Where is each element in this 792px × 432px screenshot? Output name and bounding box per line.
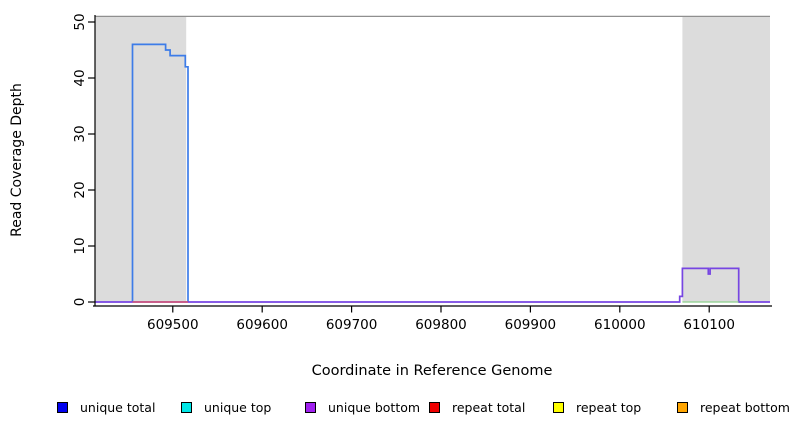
color-swatch: [429, 402, 440, 413]
x-tick-label: 609600: [236, 317, 288, 333]
legend: unique total unique top unique bottom repea…: [0, 400, 792, 420]
legend-label: unique total: [80, 400, 156, 415]
color-swatch: [181, 402, 192, 413]
y-axis-title: Read Coverage Depth: [9, 83, 25, 237]
legend-label: repeat bottom: [700, 400, 790, 415]
legend-item-repeat-top: repeat top: [553, 400, 641, 415]
y-tick-label: 10: [72, 237, 88, 254]
x-tick-label: 609900: [505, 317, 557, 333]
color-swatch: [553, 402, 564, 413]
legend-label: repeat top: [576, 400, 642, 415]
color-swatch: [677, 402, 688, 413]
legend-item-repeat-bottom: repeat bottom: [677, 400, 790, 415]
right-gray-band: [682, 16, 770, 303]
x-tick-label: 609700: [326, 317, 378, 333]
y-tick-label: 0: [72, 298, 88, 307]
x-tick-label: 609500: [147, 317, 199, 333]
y-tick-label: 40: [72, 69, 88, 86]
y-tick-label: 20: [72, 181, 88, 198]
legend-item-unique-bottom: unique bottom: [305, 400, 420, 415]
x-tick-label: 610100: [683, 317, 735, 333]
series-unique-bottom: [95, 267, 770, 303]
color-swatch: [57, 402, 68, 413]
legend-item-unique-total: unique total: [57, 400, 155, 415]
x-tick-label: 610000: [594, 317, 646, 333]
y-tick-label: 50: [72, 13, 88, 30]
legend-item-repeat-total: repeat total: [429, 400, 525, 415]
y-tick-label: 30: [72, 125, 88, 142]
legend-item-unique-top: unique top: [181, 400, 271, 415]
left-gray-band: [95, 16, 187, 303]
legend-label: repeat total: [452, 400, 526, 415]
series-unique-total: [131, 43, 189, 302]
color-swatch: [305, 402, 316, 413]
x-tick-label: 609800: [415, 317, 467, 333]
legend-label: unique top: [204, 400, 272, 415]
legend-label: unique bottom: [328, 400, 421, 415]
x-axis-title: Coordinate in Reference Genome: [311, 363, 553, 379]
